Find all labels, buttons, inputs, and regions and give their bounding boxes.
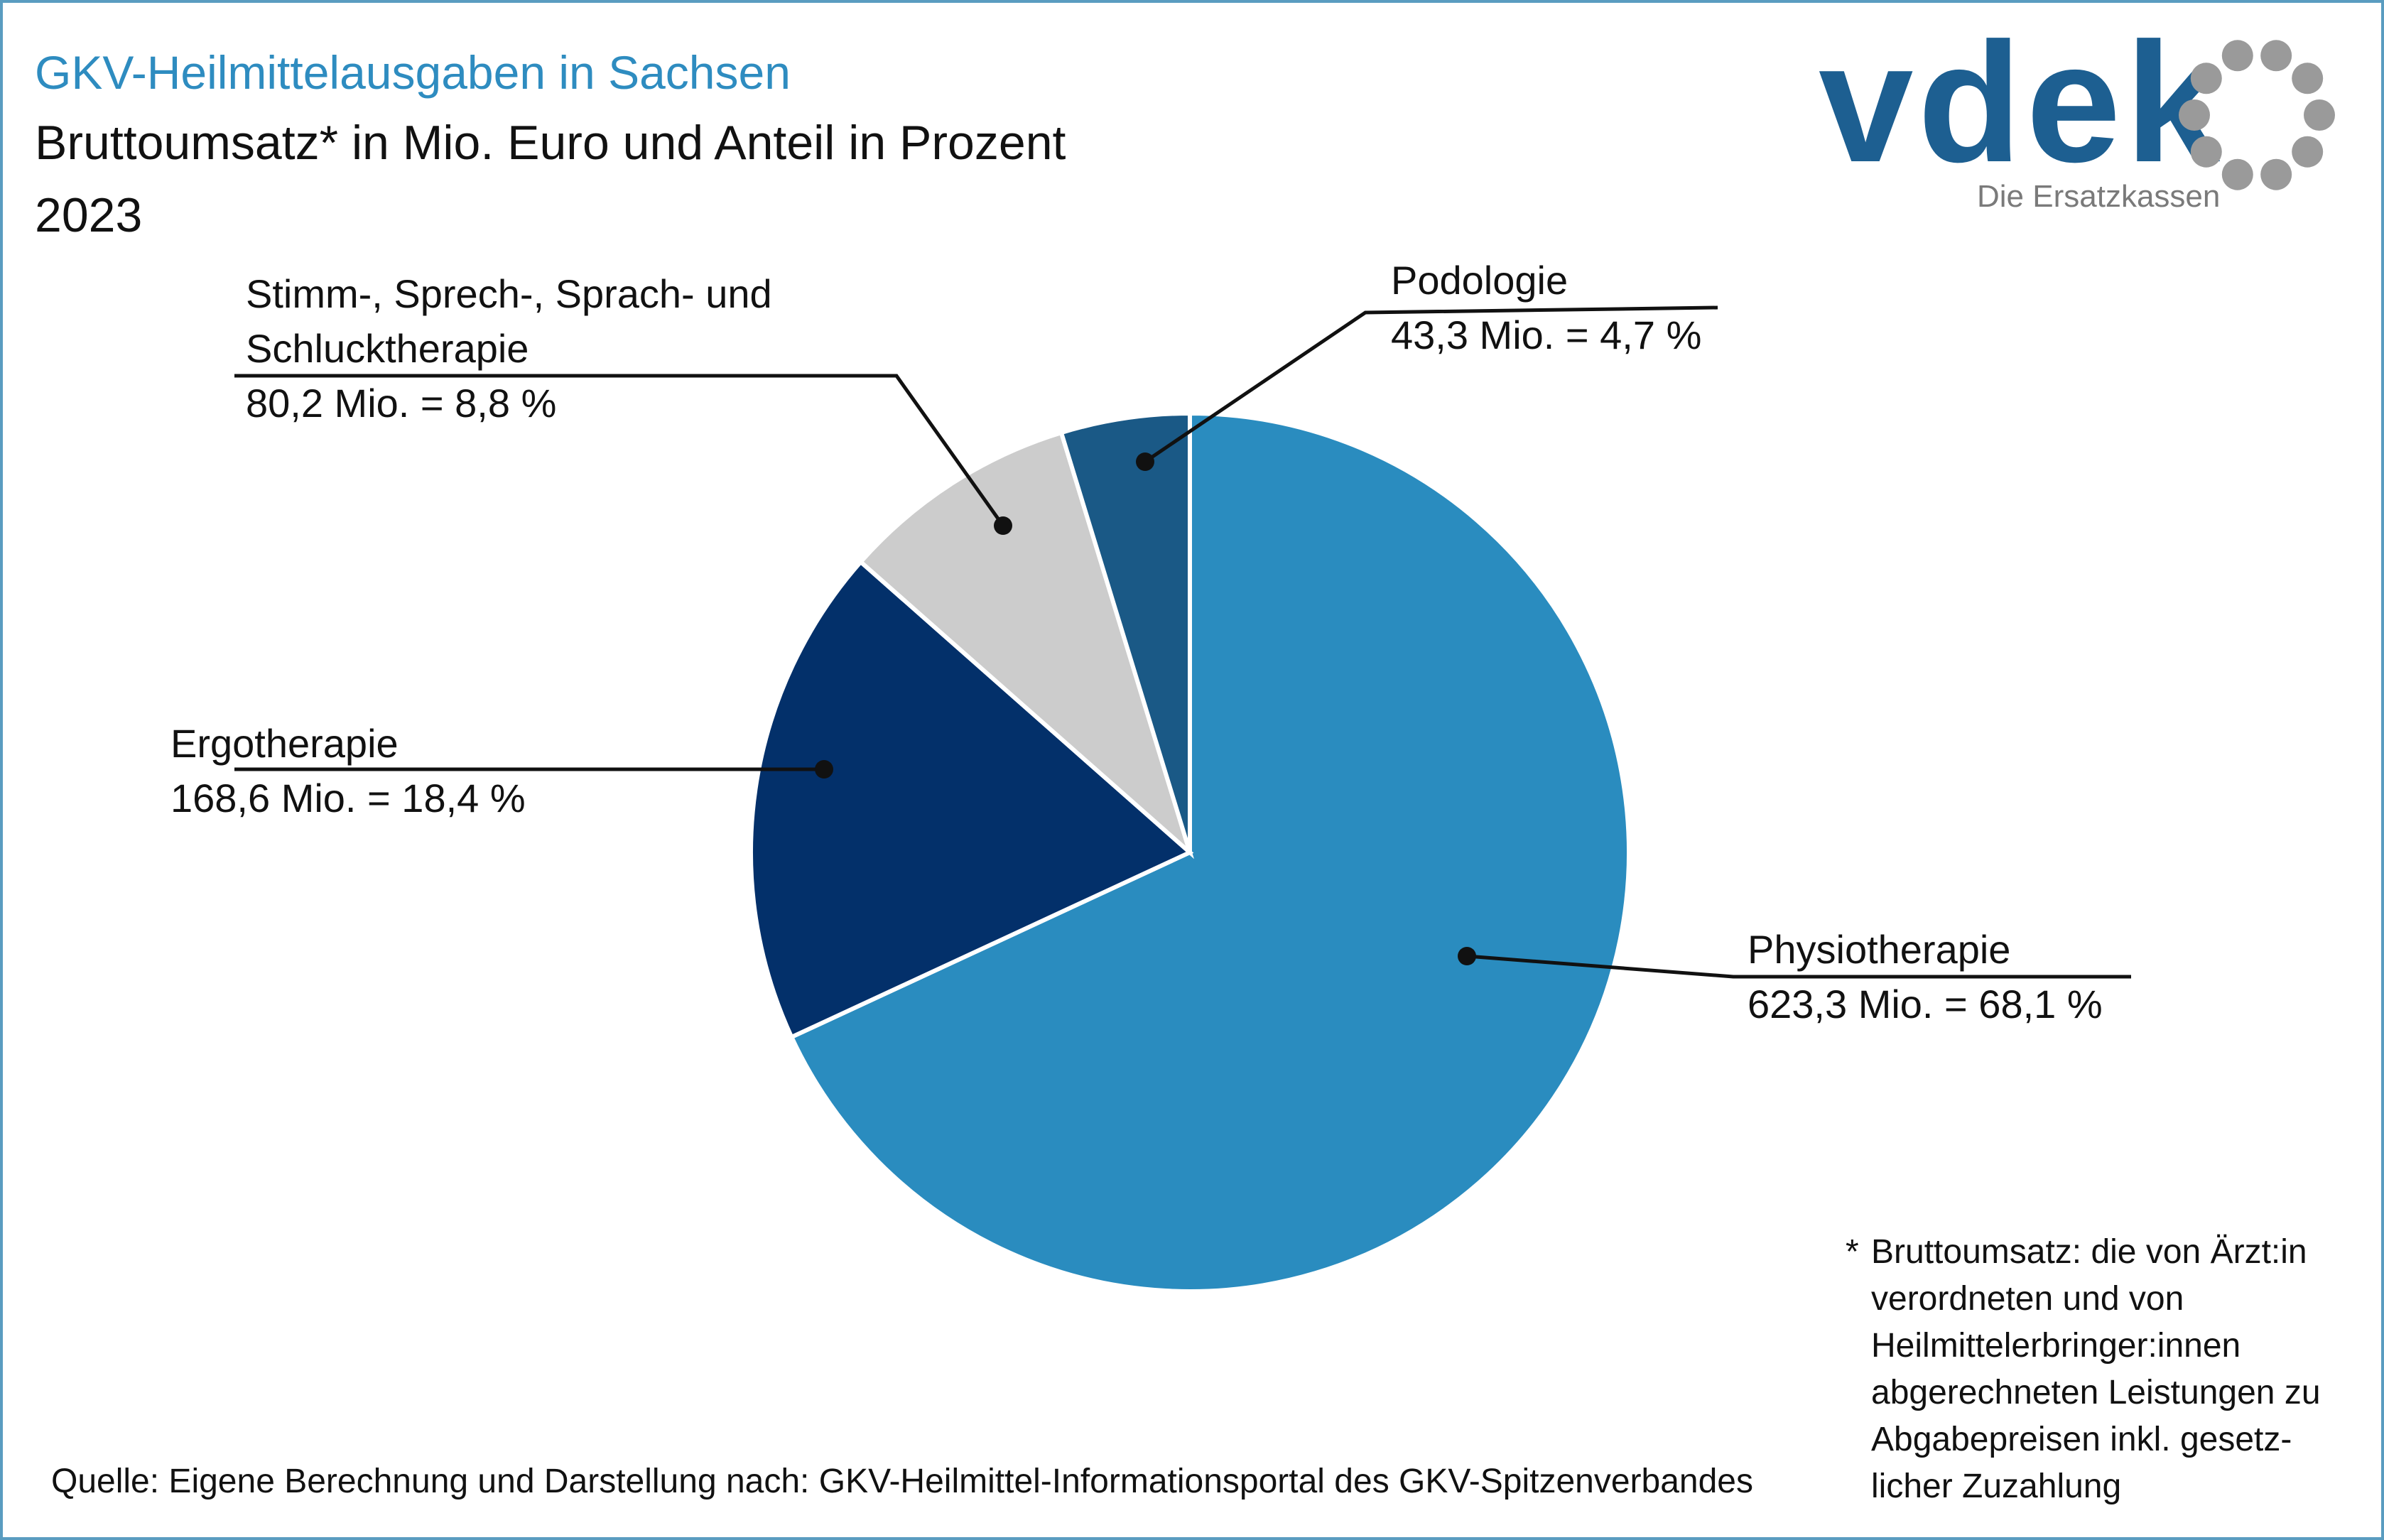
label-stimmtherapie-name-1: Stimm-, Sprech-, Sprach- und	[246, 271, 772, 316]
chart-subtitle: Bruttoumsatz* in Mio. Euro und Anteil in…	[35, 116, 1066, 170]
logo-ring-dot	[2221, 40, 2253, 72]
logo-ring-dot	[2292, 136, 2324, 168]
logo-tagline: Die Ersatzkassen	[1977, 179, 2221, 214]
chart-year: 2023	[35, 188, 143, 242]
logo-ring-dot	[2190, 136, 2222, 168]
pie-slice-stimmtherapie	[857, 430, 1194, 860]
logo-ring-dot	[2221, 158, 2253, 190]
chart-title: GKV-Heilmittelausgaben in Sachsen	[35, 46, 791, 99]
label-physiotherapie-name: Physiotherapie	[1748, 927, 2011, 972]
footnote-text: Bruttoumsatz: die von Ärzt:in verordnete…	[1871, 1233, 2321, 1505]
label-podologie: Podologie 43,3 Mio. = 4,7 %	[1391, 253, 1701, 362]
source-note: Quelle: Eigene Berechnung und Darstellun…	[51, 1463, 1753, 1500]
label-ergotherapie-value: 168,6 Mio. = 18,4 %	[170, 776, 526, 820]
label-stimmtherapie-value: 80,2 Mio. = 8,8 %	[246, 381, 557, 425]
logo-ring-dot	[2260, 40, 2292, 72]
pie-slice-physiotherapie	[789, 411, 1631, 1294]
label-podologie-value: 43,3 Mio. = 4,7 %	[1391, 313, 1702, 357]
footnote: * Bruttoumsatz: die von Ärzt:in verordne…	[1846, 1229, 2368, 1510]
logo-ring-dot	[2190, 63, 2222, 94]
pie-slice-podologie	[1058, 411, 1192, 853]
leader-line-stimmtherapie	[234, 374, 1005, 527]
logo-ring-dot	[2292, 63, 2324, 94]
label-podologie-name: Podologie	[1391, 258, 1568, 303]
label-ergotherapie-name: Ergotherapie	[170, 721, 399, 766]
label-physiotherapie: Physiotherapie 623,3 Mio. = 68,1 %	[1748, 922, 2103, 1031]
logo-ring-dot	[2179, 99, 2210, 131]
pie-slice-ergotherapie	[749, 558, 1194, 1040]
leader-dot-physiotherapie	[1458, 947, 1476, 965]
footnote-marker: *	[1846, 1233, 1859, 1271]
leader-dot-podologie	[1136, 452, 1154, 471]
vdek-dot-ring-icon	[2179, 40, 2335, 190]
leader-dot-stimmtherapie	[994, 516, 1012, 535]
leader-line-physiotherapie	[1466, 954, 2131, 979]
label-stimmtherapie-name-2: Schlucktherapie	[246, 326, 529, 371]
vdek-logo: vdek Die Ersatzkassen	[1819, 17, 2344, 214]
label-ergotherapie: Ergotherapie 168,6 Mio. = 18,4 %	[170, 716, 526, 825]
logo-wordmark: vdek	[1819, 7, 2225, 197]
label-physiotherapie-value: 623,3 Mio. = 68,1 %	[1748, 982, 2103, 1026]
logo-ring-dot	[2260, 158, 2292, 190]
logo-ring-dot	[2304, 99, 2335, 131]
label-stimmtherapie: Stimm-, Sprech-, Sprach- und Schluckther…	[246, 266, 772, 430]
leader-dot-ergotherapie	[815, 760, 833, 779]
leader-line-podologie	[1144, 305, 1718, 464]
